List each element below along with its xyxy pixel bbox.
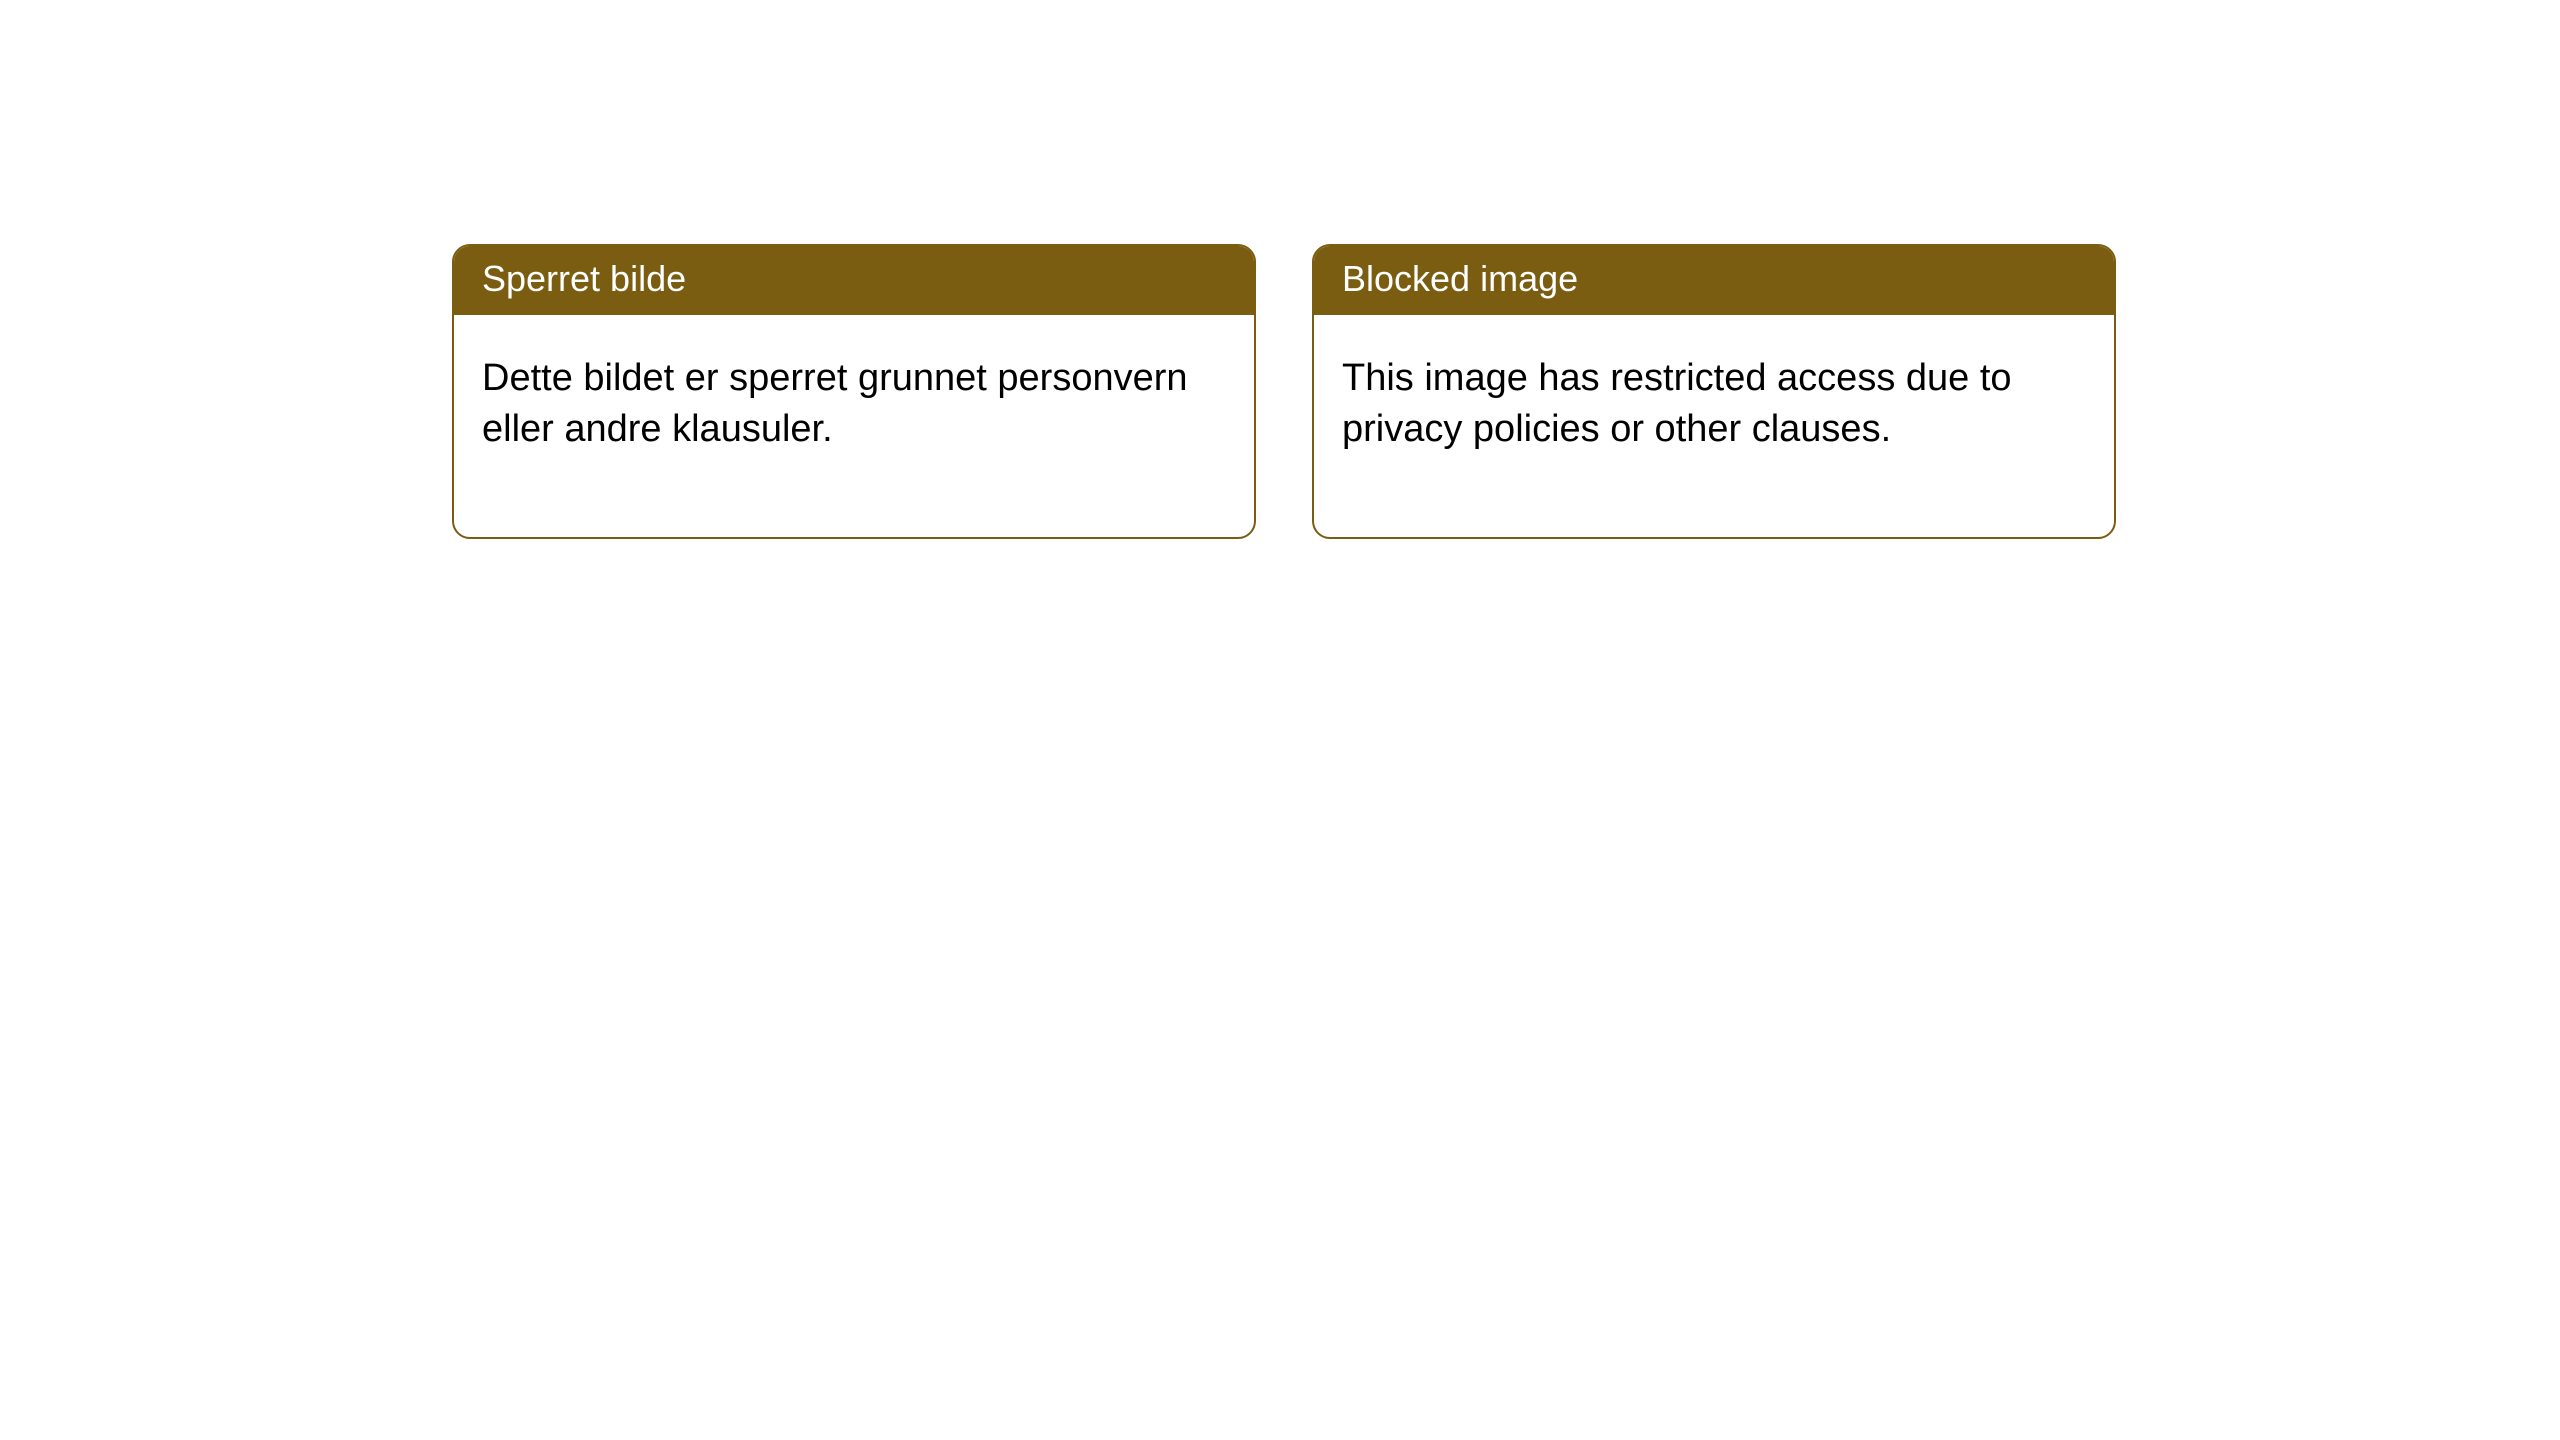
notice-header: Sperret bilde [454,246,1254,315]
notice-container: Sperret bilde Dette bildet er sperret gr… [0,0,2560,539]
notice-card-english: Blocked image This image has restricted … [1312,244,2116,539]
notice-body: This image has restricted access due to … [1314,315,2114,538]
notice-body: Dette bildet er sperret grunnet personve… [454,315,1254,538]
notice-header: Blocked image [1314,246,2114,315]
notice-card-norwegian: Sperret bilde Dette bildet er sperret gr… [452,244,1256,539]
